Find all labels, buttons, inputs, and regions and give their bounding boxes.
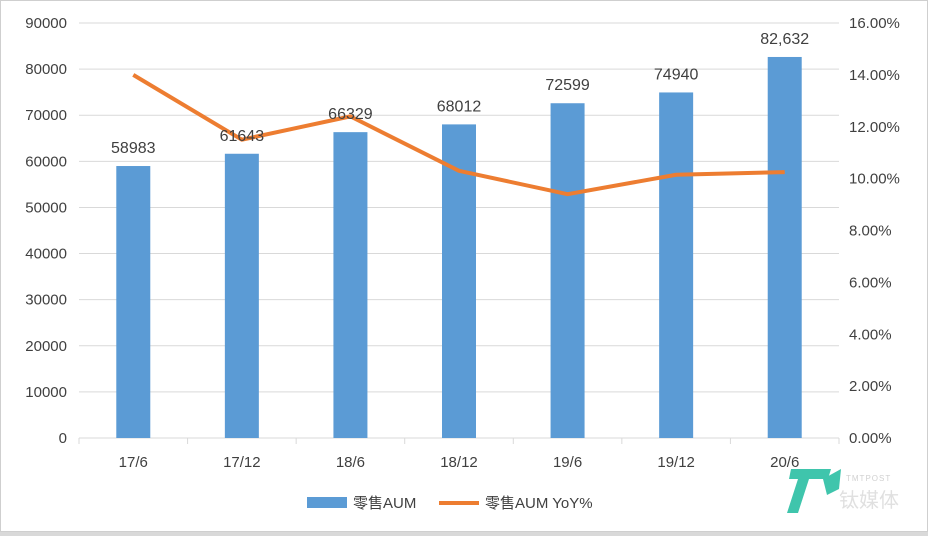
legend-bar-swatch <box>307 497 347 508</box>
svg-text:钛媒体: 钛媒体 <box>839 489 899 512</box>
left-tick-label: 80000 <box>25 61 67 78</box>
right-tick-label: 0.00% <box>849 430 892 447</box>
bar-data-label: 58983 <box>111 140 156 157</box>
legend-bar-label: 零售AUM <box>353 495 416 512</box>
right-tick-label: 6.00% <box>849 274 892 291</box>
left-tick-label: 50000 <box>25 199 67 216</box>
left-tick-label: 0 <box>59 430 67 447</box>
right-tick-label: 2.00% <box>849 378 892 395</box>
bar-data-label: 66329 <box>328 106 373 123</box>
right-tick-label: 16.00% <box>849 15 900 32</box>
left-tick-label: 60000 <box>25 153 67 170</box>
left-tick-label: 40000 <box>25 246 67 263</box>
left-tick-label: 70000 <box>25 107 67 124</box>
bar <box>768 57 802 438</box>
bar-data-label: 72599 <box>545 77 590 94</box>
tmtpost-logo: TMTPOST 钛媒体 <box>787 469 899 513</box>
legend: 零售AUM 零售AUM YoY% <box>307 495 593 512</box>
bar-data-label: 74940 <box>654 66 699 83</box>
x-tick-label: 17/6 <box>119 454 148 471</box>
x-tick-label: 17/12 <box>223 454 261 471</box>
bar <box>116 166 150 438</box>
bar <box>551 103 585 438</box>
x-tick-label: 19/12 <box>657 454 695 471</box>
x-tick-label: 20/6 <box>770 454 799 471</box>
left-tick-label: 20000 <box>25 338 67 355</box>
right-tick-label: 4.00% <box>849 326 892 343</box>
left-tick-label: 10000 <box>25 384 67 401</box>
x-tick-label: 18/12 <box>440 454 478 471</box>
left-tick-label: 90000 <box>25 15 67 32</box>
right-tick-label: 14.00% <box>849 67 900 84</box>
bar <box>333 132 367 438</box>
legend-line-label: 零售AUM YoY% <box>485 495 593 512</box>
right-tick-label: 12.00% <box>849 119 900 136</box>
bar <box>225 154 259 438</box>
bar-data-label: 61643 <box>220 128 265 145</box>
bar-data-label: 82,632 <box>760 31 809 48</box>
left-tick-label: 30000 <box>25 292 67 309</box>
svg-text:TMTPOST: TMTPOST <box>846 474 891 483</box>
right-tick-label: 8.00% <box>849 223 892 240</box>
x-tick-label: 18/6 <box>336 454 365 471</box>
bar <box>659 92 693 438</box>
x-tick-label: 19/6 <box>553 454 582 471</box>
bar-data-label: 68012 <box>437 98 482 115</box>
right-tick-label: 10.00% <box>849 171 900 188</box>
